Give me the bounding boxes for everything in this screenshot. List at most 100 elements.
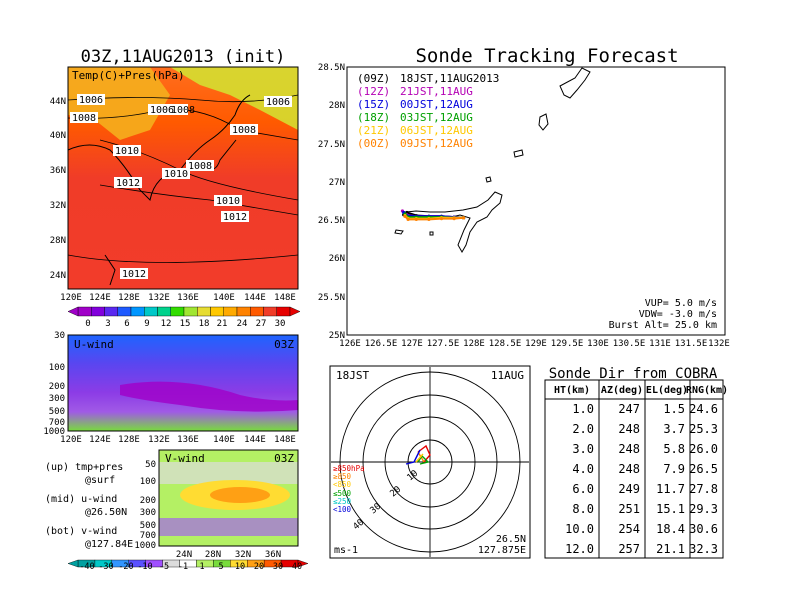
yoron (485, 176, 492, 183)
colorbar-tick-label: 24 (237, 319, 248, 329)
table-title: Sonde Dir from COBRA (549, 366, 718, 382)
lon-tick-label: 131.5E (675, 339, 708, 349)
lon-tick-label: 127E (401, 339, 423, 349)
map-lon-axis: 126E 126.5E 127E 127.5E 128E 128.5E 129E… (339, 339, 730, 349)
panel-legend-notes: (up) tmp+pres @surf (mid) u-wind @26.50N… (45, 462, 133, 550)
lat-tick-label: 36N (265, 550, 281, 560)
table-cell: 25.3 (689, 422, 718, 436)
cool-region (170, 67, 298, 130)
polar-unit: ms-1 (334, 545, 358, 556)
colorbar-arrow-left (67, 559, 79, 568)
table-cell: 254 (618, 522, 640, 536)
pressure-tick-label: 1000 (43, 427, 65, 437)
pressure-tick-label: 300 (140, 508, 156, 518)
lat-tick-label: 26N (329, 254, 345, 264)
table-cell: 7.9 (663, 462, 685, 476)
colorbar-swatch (130, 306, 145, 317)
isobar-label: 1006 (148, 104, 176, 116)
svg-text:1008: 1008 (232, 125, 256, 136)
okinoerabu (513, 149, 524, 158)
lat-tick-label: 27N (329, 178, 345, 188)
level-entry: ≥850 (333, 472, 352, 481)
lon-tick-label: 130E (587, 339, 609, 349)
sonde-tracks (400, 209, 466, 221)
table-cell: 29.3 (689, 502, 718, 516)
svg-text:1010: 1010 (216, 196, 240, 207)
lon-tick-label: 124E (89, 293, 111, 303)
islet (394, 229, 404, 235)
v-wind-low-band (159, 518, 298, 536)
tracking-map: 28.5N 28N 27.5N 27N 26.5N 26N 25.5N 25N … (318, 63, 730, 349)
sonde-point (406, 217, 410, 221)
isobar-label: 1008 (171, 104, 195, 116)
polar-hodograph (405, 444, 431, 465)
table-cell: 27.8 (689, 482, 718, 496)
colorbar-tick-label: 6 (124, 319, 129, 329)
colorbar-swatch (104, 306, 118, 317)
sonde-point (414, 217, 418, 221)
table-cell: 15.1 (656, 502, 685, 516)
launch-params: VUP= 5.0 m/s VDW= -3.0 m/s Burst Alt= 25… (609, 298, 717, 331)
sonde-point (439, 217, 444, 221)
lat-tick-label: 28N (329, 101, 345, 111)
column-header: RNG(km) (686, 385, 728, 396)
launch-code: (18Z) (357, 111, 390, 124)
table-cell: 251 (618, 502, 640, 516)
lon-tick-label: 120E (60, 293, 82, 303)
isobar-labels: 1006 1006 1006 1008 1008 1008 1008 1010 … (70, 94, 292, 280)
wind-colorbar (67, 559, 309, 568)
lon-tick-label: 126E (339, 339, 361, 349)
lat-tick-label: 28N (50, 236, 66, 246)
lat-tick-label: 28.5N (318, 63, 345, 73)
v-wind-core-inner (210, 487, 270, 503)
u-wind-frame (67, 334, 299, 432)
level-entry: <850 (333, 480, 352, 489)
table-body: 1.0 247 1.5 24.6 2.0 248 3.7 25.3 3.0 248 5.8 26.0 4… (565, 402, 718, 556)
isobar-label: 1012 (114, 177, 142, 189)
colorbar-swatch (276, 306, 291, 317)
level-entry: <100 (333, 505, 352, 514)
launch-code: (15Z) (357, 98, 390, 111)
lat-tick-label: 32N (50, 201, 66, 211)
pressure-tick-label: 700 (49, 418, 65, 428)
isobar-label: 1012 (120, 268, 148, 280)
u-wind-x-axis: 120E 124E 128E 132E 136E 140E 144E 148E (60, 435, 296, 445)
isobar-label: 1008 (186, 160, 214, 172)
svg-text:1006: 1006 (266, 97, 290, 108)
amami-island (559, 67, 591, 99)
colorbar-swatch (157, 306, 171, 317)
colorbar-tick-label: 21 (217, 319, 228, 329)
colorbar-swatch (77, 306, 92, 317)
colorbar-tick-label: 27 (256, 319, 267, 329)
svg-text:1012: 1012 (223, 212, 247, 223)
colorbar-swatch (236, 306, 251, 317)
svg-text:1006: 1006 (150, 105, 174, 116)
temperature-colorbar (67, 306, 301, 317)
colorbar-tick-label: 30 (275, 319, 286, 329)
launch-time: 00JST,12AUG (400, 98, 473, 111)
polar-lon: 127.875E (478, 545, 526, 556)
u-wind-y-axis: 30 100 200 300 500 700 1000 (43, 331, 65, 437)
svg-text:1012: 1012 (122, 269, 146, 280)
launch-entry: (15Z) 00JST,12AUG (357, 98, 473, 111)
note-line: (up) tmp+pres (45, 462, 123, 473)
lon-tick-label: 126.5E (365, 339, 398, 349)
colorbar-swatch (170, 306, 185, 317)
isobar-label: 1010 (214, 195, 242, 207)
temp-panel-label: Temp(C)+Pres(hPa) (72, 69, 185, 82)
lon-tick-label: 148E (274, 293, 296, 303)
colorbar-tick-label: 5 (218, 562, 223, 572)
lon-tick-label: 140E (213, 435, 235, 445)
lat-tick-label: 26.5N (318, 216, 345, 226)
table-cell: 4.0 (572, 462, 594, 476)
launch-entry: (00Z) 09JST,12AUG (357, 137, 473, 150)
table-cell: 26.0 (689, 442, 718, 456)
lat-tick-label: 25.5N (318, 293, 345, 303)
lon-tick-label: 129.5E (551, 339, 584, 349)
table-cell: 10.0 (565, 522, 594, 536)
svg-text:1010: 1010 (115, 146, 139, 157)
colorbar-tick-label: 20 (254, 562, 264, 572)
param-line: Burst Alt= 25.0 km (609, 320, 717, 331)
temp-colorbar-ticks: 0 3 6 9 12 15 18 21 24 27 30 (85, 319, 285, 329)
pressure-tick-label: 50 (145, 460, 156, 470)
